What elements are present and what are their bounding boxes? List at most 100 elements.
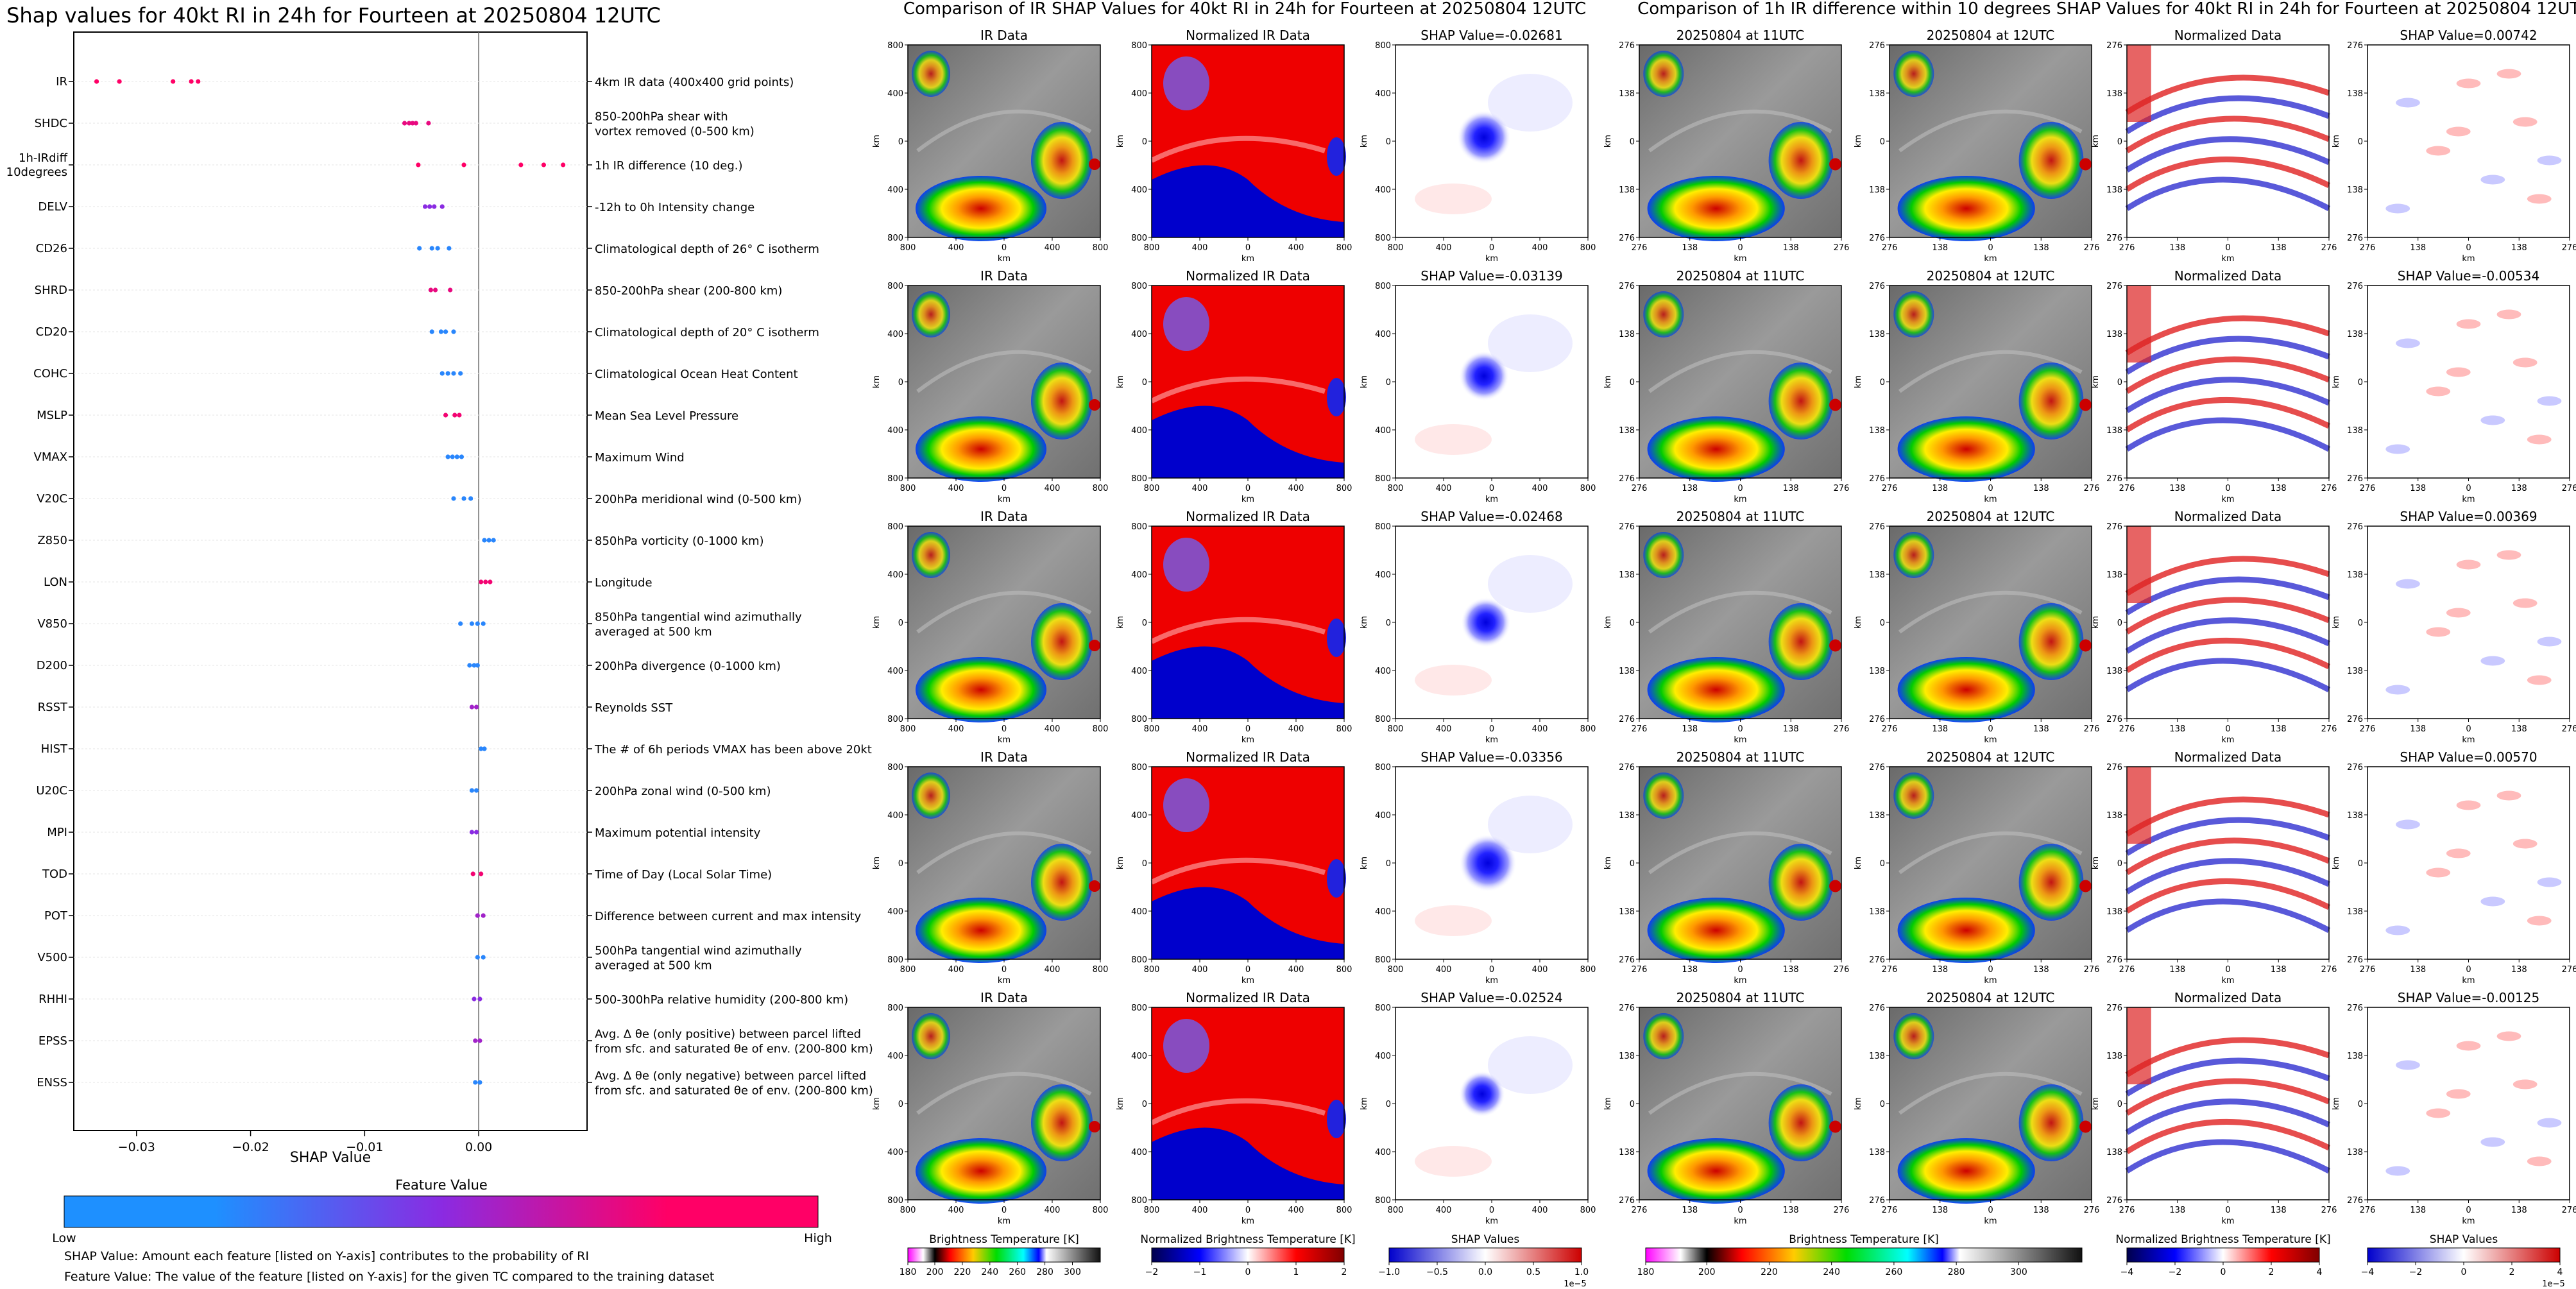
cold-cloud-top: [2079, 639, 2092, 652]
difference-band: [2125, 556, 2330, 596]
panel-y-tick-label: 0: [2117, 378, 2122, 388]
panel-y-tick-label: 276: [1619, 715, 1635, 724]
shap-speckle: [2385, 203, 2410, 214]
negative-shap-center: [1459, 834, 1517, 892]
feature-name-label: COHC: [33, 367, 67, 380]
feature-description-label: Maximum potential intensity: [595, 826, 761, 840]
panel-y-tick-label: 800: [1375, 234, 1391, 243]
panel-y-tick-label: 138: [1869, 89, 1885, 99]
feature-description-label: 500-300hPa relative humidity (200-800 km…: [595, 993, 848, 1007]
panel-y-tick-label: 400: [887, 1148, 903, 1157]
panel-x-tick-label: 276: [2360, 243, 2376, 253]
low-normalized-region: [1152, 165, 1344, 237]
panel-x-tick-label: 0: [1737, 243, 1743, 253]
panel-y-tick-label: 138: [2106, 811, 2122, 821]
difference-band: [2127, 45, 2151, 122]
panel-x-tick-label: 400: [1288, 965, 1304, 975]
convective-cluster: [1647, 657, 1785, 722]
panel-y-tick-label: 276: [1619, 41, 1635, 51]
shap-point: [117, 79, 122, 84]
panel-x-tick-label: 276: [2562, 965, 2576, 975]
colorbar-tick-label: 4: [2317, 1267, 2323, 1277]
panel-y-tick-label: 0: [1386, 1100, 1391, 1109]
panel-y-tick-label: 138: [2347, 1052, 2363, 1061]
panel-x-tick-label: 138: [1682, 1206, 1698, 1215]
panel-x-axis-label: km: [2221, 976, 2234, 986]
convective-cluster: [1768, 603, 1834, 680]
feature-description-label: Difference between current and max inten…: [595, 910, 862, 923]
left-plot-frame: [73, 31, 588, 1131]
positive-shap-region: [1415, 424, 1492, 455]
panel-y-tick-label: 276: [1619, 763, 1635, 773]
cold-cloud-top: [1829, 1120, 1841, 1133]
feature-name-label: V500: [37, 951, 67, 964]
shap-speckle: [2512, 357, 2538, 368]
feature-description-label: Avg. Δ θe (only negative) between parcel…: [595, 1070, 866, 1083]
shap-point: [435, 246, 440, 251]
panel-y-tick-label: 400: [1131, 185, 1147, 195]
panel-x-tick-label: 0: [2466, 724, 2471, 734]
panel-y-tick-label: 400: [887, 667, 903, 676]
panel-x-axis-label: km: [998, 976, 1011, 986]
shap-point: [481, 955, 486, 960]
cloud-band: [1898, 350, 2083, 393]
shap-point: [457, 413, 462, 418]
panel-x-axis-label: km: [1241, 254, 1254, 264]
difference-band: [2125, 597, 2330, 635]
colorbar: [1151, 1247, 1345, 1263]
cloud-band: [916, 1071, 1092, 1115]
ir-panel-title: IR Data: [980, 28, 1028, 43]
shap-point: [452, 413, 457, 418]
colorbar-tick-label: 1: [1293, 1267, 1299, 1277]
cloud-band: [916, 109, 1092, 153]
shap-speckle: [2426, 627, 2451, 637]
difference-band: [2127, 526, 2151, 603]
panel-y-tick-label: 138: [2106, 1148, 2122, 1157]
panel-y-tick-label: 0: [898, 137, 903, 147]
difference-band: [2125, 1037, 2330, 1077]
panel-y-axis-label: km: [872, 857, 882, 869]
panel-x-axis-label: km: [1485, 495, 1498, 504]
panel-y-tick-label: 800: [1375, 715, 1391, 724]
panel-x-tick-label: 276: [1834, 243, 1850, 253]
difference-band: [2125, 156, 2330, 192]
low-normalized-region: [1163, 778, 1209, 832]
colorbar-tick-label: −4: [2120, 1267, 2134, 1277]
colorbar-offset-label: 1e−5: [1564, 1279, 1586, 1289]
convective-cluster: [1643, 1013, 1684, 1059]
panel-x-tick-label: 276: [2360, 965, 2376, 975]
ir-panel-title: IR Data: [980, 990, 1028, 1005]
panel-x-tick-label: 400: [1436, 724, 1452, 734]
panel-x-axis-label: km: [1241, 735, 1254, 745]
panel-x-tick-label: 400: [948, 484, 964, 493]
shap-point: [428, 287, 434, 293]
shap-speckle: [2512, 598, 2538, 608]
diff-panel-title-11utc: 20250804 at 11UTC: [1676, 509, 1805, 524]
panel-y-axis-label: km: [1854, 135, 1863, 148]
panel-x-tick-label: 800: [1580, 484, 1596, 493]
diff-panel-title-12utc: 20250804 at 12UTC: [1927, 268, 2055, 284]
shap-point: [402, 121, 407, 126]
panel-x-tick-label: 276: [1882, 1206, 1898, 1215]
panel-x-tick-label: 800: [1144, 243, 1160, 253]
colorbar-tick-label: 260: [1886, 1267, 1903, 1277]
shap-point: [451, 329, 456, 334]
shap-speckle: [2512, 1079, 2538, 1089]
panel-y-tick-label: 0: [1630, 619, 1635, 628]
feature-description-label: 850hPa tangential wind azimuthally: [595, 611, 802, 624]
panel-x-tick-label: 138: [2511, 965, 2527, 975]
shap-speckle: [2456, 800, 2481, 810]
feature-description-label: Climatological depth of 20° C isotherm: [595, 326, 819, 339]
x-tick-label: 0.00: [465, 1140, 492, 1154]
cloud-band: [1150, 135, 1326, 163]
panel-x-tick-label: 0: [1988, 724, 1993, 734]
colorbar-tick-label: 180: [900, 1267, 917, 1277]
shap-speckle: [2456, 319, 2481, 329]
panel-y-axis-label: km: [2332, 616, 2341, 629]
panel-x-tick-label: 800: [1580, 965, 1596, 975]
panel-x-tick-label: 276: [2084, 724, 2100, 734]
panel-y-tick-label: 0: [1630, 378, 1635, 388]
shap-point: [171, 79, 176, 84]
normalized-ir-panel-title: Normalized IR Data: [1186, 749, 1310, 765]
